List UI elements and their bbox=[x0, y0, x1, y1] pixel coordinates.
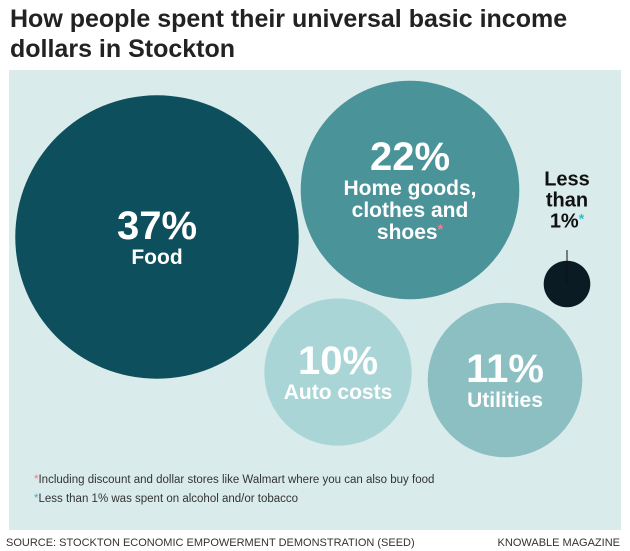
category-label: Home goods, clothes and shoes* bbox=[330, 176, 490, 245]
source: SOURCE: STOCKTON ECONOMIC EMPOWERMENT DE… bbox=[6, 537, 415, 549]
value-label: 22% bbox=[369, 134, 451, 179]
credit: KNOWABLE MAGAZINE bbox=[497, 537, 620, 549]
bubble-label: 10% Auto costs bbox=[269, 340, 406, 404]
category-label: Auto costs bbox=[269, 380, 406, 404]
bubble-label: 37% Food bbox=[20, 205, 293, 269]
category-label: Food bbox=[20, 245, 293, 269]
category-text: Auto costs bbox=[283, 380, 393, 404]
footnote: *Including discount and dollar stores li… bbox=[34, 474, 434, 486]
bubble bbox=[300, 80, 520, 300]
bubble-label: 22% Home goods, clothes and shoes* bbox=[330, 136, 490, 244]
category-label: Utilities bbox=[433, 388, 578, 412]
bubble bbox=[427, 302, 583, 458]
value-label: 11% bbox=[466, 346, 544, 391]
bubble bbox=[264, 298, 412, 446]
category-text: Home goods, clothes and shoes bbox=[343, 176, 477, 245]
value-label: 10% bbox=[297, 338, 379, 383]
marker: * bbox=[578, 210, 585, 227]
value-label: 37% bbox=[116, 203, 198, 248]
footnote-text: Less than 1% was spent on alcohol and/or… bbox=[38, 493, 299, 505]
bubble bbox=[15, 95, 299, 379]
footnote-marker: * bbox=[34, 474, 39, 486]
bubble-label: Less than 1%* bbox=[531, 169, 603, 232]
marker: * bbox=[437, 221, 444, 238]
chart-title: How people spent their universal basic i… bbox=[10, 5, 568, 63]
value-label: Less than 1%* bbox=[544, 168, 590, 233]
category-text: Utilities bbox=[467, 388, 543, 412]
footnote-text: Including discount and dollar stores lik… bbox=[38, 474, 435, 486]
footnote-marker: * bbox=[34, 493, 39, 505]
bubble-label: 11% Utilities bbox=[433, 348, 578, 412]
category-text: Food bbox=[131, 245, 183, 269]
footnote: *Less than 1% was spent on alcohol and/o… bbox=[34, 493, 298, 505]
